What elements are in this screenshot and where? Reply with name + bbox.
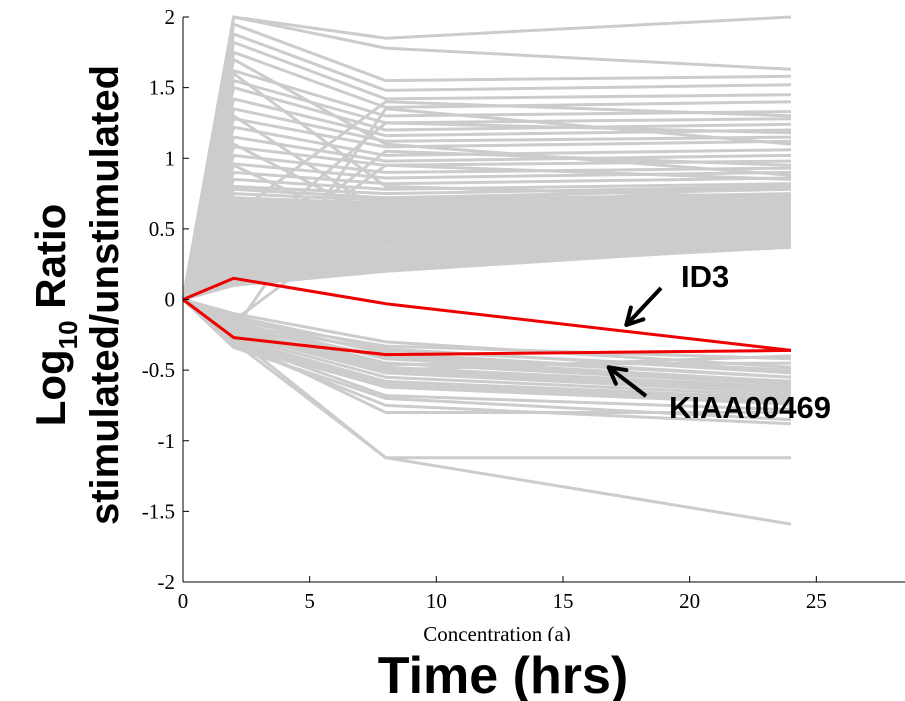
background-series-line-65 [181,57,792,300]
annotation-id3-label: ID3 [681,259,729,294]
y-tick-label: -0.5 [142,358,175,382]
annotation-kiaa00469-label: KIAA00469 [669,390,831,425]
y-tick-label: -2 [158,570,176,594]
x-tick-label: 10 [426,589,447,613]
x-tick-label: 25 [806,589,827,613]
background-series-line-63 [181,163,792,301]
background-series-line-80 [182,298,792,372]
annotations-group: ID3 KIAA00469 [606,259,831,425]
background-series-line-53 [182,244,792,301]
y-tick-label: 0 [165,288,176,312]
y-ticks-group: -2 -1.5 -1 -0.5 0 0.5 1 1.5 2 [142,5,189,594]
background-series-line-85 [182,298,791,460]
x-tick-label: 5 [304,589,315,613]
y-label-subscript: 10 [53,320,83,349]
y-tick-label: -1 [158,429,176,453]
y-label-ratio: Ratio [27,204,74,321]
background-series-group [181,15,792,526]
background-series-line-61 [181,114,792,300]
y-axis-label-line2: stimulated/unstimulated [83,65,127,525]
y-axis-label-line1: Log10 Ratio [27,204,83,427]
x-tick-label: 15 [553,589,574,613]
y-label-log: Log [27,349,74,426]
y-tick-label: 1.5 [149,76,175,100]
annotation-id3-arrow [624,286,663,327]
y-tick-label: 1 [165,146,176,170]
svg-text:Log10 Ratio: Log10 Ratio [27,204,83,427]
x-tick-label: 20 [679,589,700,613]
background-series-line-84 [181,298,792,422]
x-tick-label: 0 [178,589,189,613]
label-mask [420,641,590,661]
background-series-line-54 [181,100,792,301]
y-tick-label: -1.5 [142,499,175,523]
highlight-series-line-kiaa00469 [182,298,792,357]
y-tick-label: 2 [165,5,176,29]
x-axis-label: Time (hrs) [378,647,628,701]
background-series-line-88 [182,298,792,372]
highlight-series-line-id3 [182,276,792,352]
highlight-series-group [182,276,792,357]
annotation-kiaa00469-arrow [606,365,648,398]
background-series-line-62 [181,142,792,300]
y-tick-label: 0.5 [149,217,175,241]
x-ticks-group: 0 5 10 15 20 25 [178,576,827,613]
